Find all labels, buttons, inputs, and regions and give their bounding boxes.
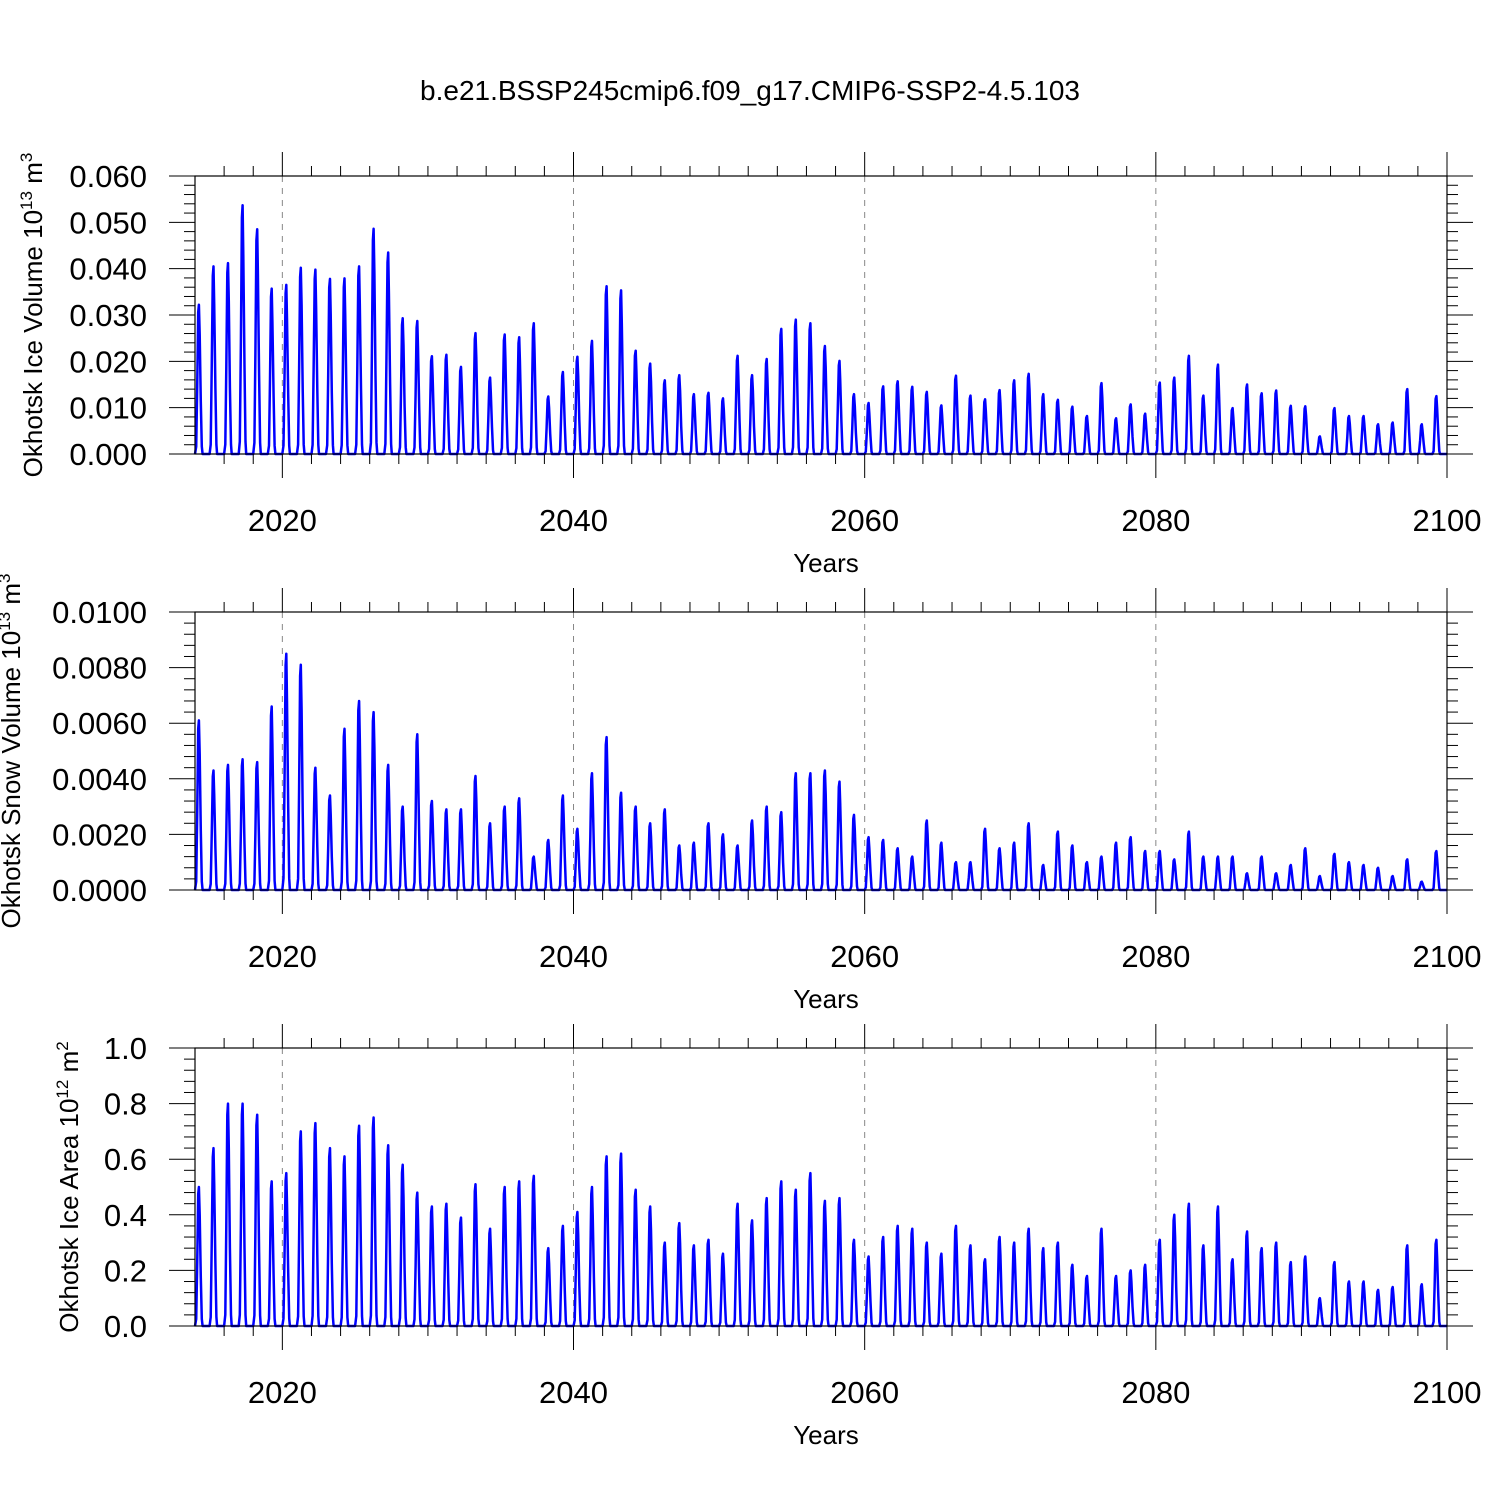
x-tick-label: 2060 bbox=[830, 1375, 899, 1410]
x-tick-label: 2100 bbox=[1413, 939, 1482, 974]
y-tick-label: 1.0 bbox=[104, 1031, 147, 1066]
y-tick-label: 0.4 bbox=[104, 1198, 147, 1233]
x-tick-label: 2080 bbox=[1121, 503, 1190, 538]
y-axis-label-exponent: 13 bbox=[0, 612, 14, 631]
y-tick-label: 0.0100 bbox=[52, 595, 147, 630]
x-axis-label: Years bbox=[793, 984, 859, 1014]
y-axis-label-unit: m bbox=[54, 1051, 84, 1080]
y-axis-label-unit: m bbox=[0, 583, 26, 612]
x-tick-label: 2040 bbox=[539, 1375, 608, 1410]
x-tick-label: 2020 bbox=[248, 1375, 317, 1410]
plot-frame bbox=[194, 1047, 1448, 1327]
y-tick-label: 0.6 bbox=[104, 1142, 147, 1177]
panels: 2020 2040 2060 2080 2100Years0.0000.0100.020… bbox=[0, 152, 1481, 1450]
y-axis-label: Okhotsk Ice Area 1012 m2 bbox=[53, 1041, 84, 1332]
y-axis-label: Okhotsk Snow Volume 1013 m3 bbox=[0, 574, 26, 929]
y-axis-label-exponent: 13 bbox=[17, 191, 36, 210]
y-tick-label: 0.0040 bbox=[52, 762, 147, 797]
x-axis-label: Years bbox=[793, 548, 859, 578]
plot-frame bbox=[194, 611, 1448, 891]
y-tick-label: 0.0020 bbox=[52, 817, 147, 852]
y-axis-label-unit: m bbox=[18, 162, 48, 191]
y-tick-label: 0.0060 bbox=[52, 706, 147, 741]
x-tick-label: 2020 bbox=[248, 503, 317, 538]
y-tick-label: 0.0000 bbox=[52, 873, 147, 908]
x-tick-label: 2060 bbox=[830, 503, 899, 538]
y-tick-label: 0.000 bbox=[69, 437, 147, 472]
x-tick-label: 2060 bbox=[830, 939, 899, 974]
y-tick-label: 0.060 bbox=[69, 159, 147, 194]
y-axis-label-exponent: 12 bbox=[53, 1080, 72, 1099]
chart-title: b.e21.BSSP245cmip6.f09_g17.CMIP6-SSP2-4.… bbox=[420, 75, 1080, 106]
y-axis-label-unit-exponent: 3 bbox=[17, 153, 36, 162]
x-axis-label: Years bbox=[793, 1420, 859, 1450]
y-tick-label: 0.030 bbox=[69, 298, 147, 333]
y-axis-label-main: Okhotsk Snow Volume 10 bbox=[0, 631, 26, 929]
x-tick-label: 2080 bbox=[1121, 1375, 1190, 1410]
series-line bbox=[193, 1102, 1447, 1328]
y-tick-label: 0.8 bbox=[104, 1087, 147, 1122]
y-tick-label: 0.0080 bbox=[52, 651, 147, 686]
chart-panel-3: 2020 2040 2060 2080 2100 Years 0.0 0.2 0.4 0.6 0.8… bbox=[53, 1024, 1481, 1450]
x-tick-label: 2040 bbox=[539, 503, 608, 538]
y-tick-label: 0.040 bbox=[69, 252, 147, 287]
y-tick-label: 0.020 bbox=[69, 344, 147, 379]
chart-panel-2: 2020 2040 2060 2080 2100 Years 0.0000 0.0020 0.0… bbox=[0, 574, 1481, 1015]
y-tick-label: 0.050 bbox=[69, 205, 147, 240]
y-axis-label-unit-exponent: 3 bbox=[0, 574, 14, 583]
chart-panel-1: 2020 2040 2060 2080 2100 Years 0.000 0.010 0.020… bbox=[17, 152, 1481, 578]
y-tick-label: 0.010 bbox=[69, 391, 147, 426]
x-tick-label: 2100 bbox=[1413, 503, 1482, 538]
x-tick-label: 2020 bbox=[248, 939, 317, 974]
y-axis-label-main: Okhotsk Ice Volume 10 bbox=[18, 210, 48, 477]
series-line bbox=[193, 652, 1447, 892]
y-axis-label-main: Okhotsk Ice Area 10 bbox=[54, 1099, 84, 1333]
y-axis-label-unit-exponent: 2 bbox=[53, 1041, 72, 1050]
series-line bbox=[193, 203, 1447, 456]
y-axis-label: Okhotsk Ice Volume 1013 m3 bbox=[17, 153, 48, 478]
x-tick-label: 2080 bbox=[1121, 939, 1190, 974]
x-tick-label: 2040 bbox=[539, 939, 608, 974]
y-tick-label: 0.0 bbox=[104, 1309, 147, 1344]
y-tick-label: 0.2 bbox=[104, 1253, 147, 1288]
x-tick-label: 2100 bbox=[1413, 1375, 1482, 1410]
